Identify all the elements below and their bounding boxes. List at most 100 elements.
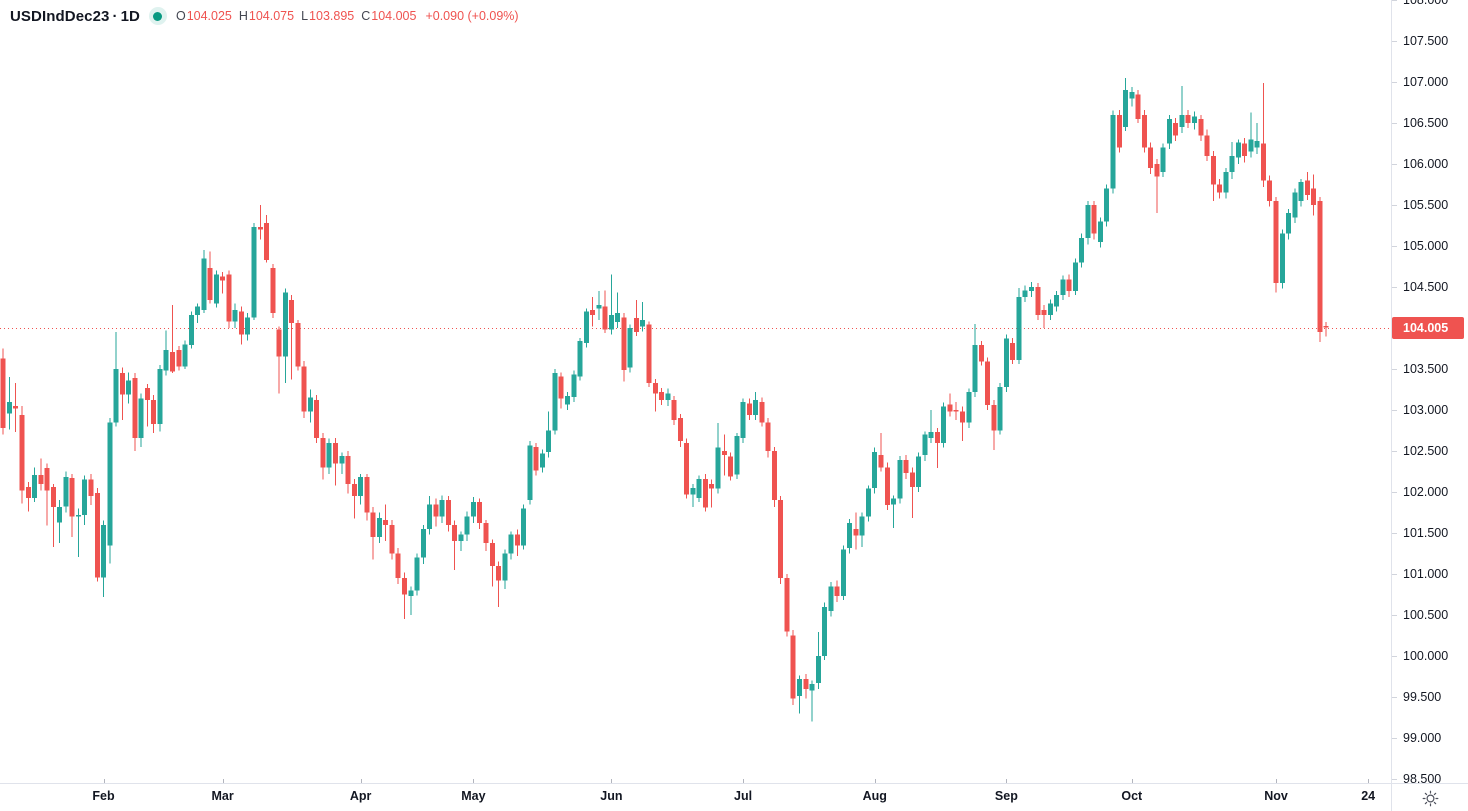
candle bbox=[847, 519, 853, 554]
candle bbox=[151, 395, 157, 433]
high-readout: H 104.075 bbox=[239, 9, 294, 23]
candle bbox=[370, 506, 376, 560]
candle bbox=[565, 392, 570, 410]
time-axis-label: Apr bbox=[349, 789, 372, 803]
candle bbox=[1047, 299, 1053, 320]
candle bbox=[947, 393, 953, 417]
ohlc-readout: O 104.025 H 104.075 L 103.895 C 104.005 +0.0… bbox=[176, 9, 519, 23]
candle bbox=[1035, 282, 1041, 320]
price-axis-label: 106.000 bbox=[1403, 157, 1449, 171]
candle bbox=[126, 372, 132, 404]
candle bbox=[376, 512, 382, 543]
gear-icon bbox=[1422, 790, 1439, 806]
candle bbox=[119, 367, 125, 420]
candle bbox=[508, 531, 514, 560]
candle bbox=[1116, 109, 1122, 153]
price-tick bbox=[1392, 41, 1397, 42]
time-axis[interactable]: Feb Mar Apr May Jun Jul Aug Sep Oct Nov 24 bbox=[0, 783, 1391, 811]
price-axis[interactable]: 104.005 108.000 107.500 107.000 106.500 106.… bbox=[1391, 0, 1468, 811]
candle bbox=[677, 414, 683, 447]
high-label: H bbox=[238, 9, 248, 23]
candle bbox=[734, 433, 740, 479]
chart-pane[interactable] bbox=[0, 0, 1391, 783]
candle bbox=[865, 485, 871, 522]
candle bbox=[1003, 334, 1009, 392]
candle bbox=[320, 433, 326, 480]
candle bbox=[684, 438, 690, 499]
candle bbox=[358, 474, 364, 505]
candle bbox=[521, 504, 527, 550]
price-tick bbox=[1392, 451, 1397, 452]
candle bbox=[1223, 168, 1229, 199]
candle bbox=[778, 496, 784, 584]
candlestick-plot bbox=[0, 77, 1391, 783]
candle bbox=[941, 402, 947, 448]
candle bbox=[408, 586, 414, 615]
candle bbox=[251, 223, 257, 320]
candle bbox=[878, 433, 884, 472]
candle bbox=[182, 340, 188, 369]
time-axis-label: Feb bbox=[92, 789, 115, 803]
candle bbox=[671, 396, 677, 425]
candle bbox=[859, 512, 865, 547]
candle bbox=[715, 423, 721, 494]
candle bbox=[1298, 178, 1304, 207]
candle bbox=[721, 434, 727, 476]
candle bbox=[1173, 118, 1179, 142]
candle bbox=[891, 495, 897, 529]
candle bbox=[1286, 209, 1292, 240]
candle bbox=[953, 401, 959, 420]
candle bbox=[916, 452, 922, 492]
candle bbox=[1267, 175, 1273, 207]
candle bbox=[997, 382, 1003, 435]
candle bbox=[220, 272, 226, 294]
candle bbox=[88, 474, 94, 506]
candle bbox=[25, 482, 31, 512]
price-scale-settings-button[interactable] bbox=[1421, 788, 1441, 808]
candle bbox=[533, 442, 539, 476]
candle bbox=[439, 495, 445, 524]
candle bbox=[571, 370, 577, 402]
low-value: 103.895 bbox=[309, 9, 355, 23]
candle bbox=[389, 519, 395, 560]
candle bbox=[1204, 129, 1210, 161]
candle bbox=[1273, 196, 1279, 293]
candle bbox=[602, 290, 608, 333]
candle bbox=[527, 441, 533, 505]
symbol-title[interactable]: USDIndDec23 · 1D bbox=[10, 8, 140, 25]
candle bbox=[282, 288, 288, 383]
candle bbox=[790, 629, 796, 706]
candle bbox=[1304, 172, 1310, 201]
candle bbox=[1104, 184, 1110, 227]
low-readout: L 103.895 bbox=[301, 9, 354, 23]
candle bbox=[270, 264, 276, 319]
price-tick bbox=[1392, 615, 1397, 616]
candle bbox=[1041, 305, 1047, 328]
time-axis-label: Sep bbox=[994, 789, 1018, 803]
price-tick bbox=[1392, 779, 1397, 780]
candle bbox=[75, 508, 81, 557]
candle bbox=[201, 250, 207, 314]
candle bbox=[1323, 321, 1329, 337]
candle bbox=[1185, 109, 1191, 128]
price-axis-label: 105.000 bbox=[1403, 239, 1449, 253]
candle bbox=[809, 680, 815, 722]
candle bbox=[333, 437, 339, 486]
interval-label: 1D bbox=[120, 7, 140, 25]
candle bbox=[1060, 275, 1066, 301]
candle bbox=[1066, 274, 1072, 297]
time-axis-label: Mar bbox=[211, 789, 234, 803]
candle bbox=[514, 529, 520, 556]
candle bbox=[1022, 285, 1028, 302]
legend: USDIndDec23 · 1D O 104.025 H 104.075 L 103.89… bbox=[10, 7, 519, 25]
candle bbox=[1229, 141, 1235, 179]
candle bbox=[477, 498, 483, 529]
close-label: C bbox=[361, 9, 371, 23]
time-axis-label: Nov bbox=[1264, 789, 1288, 803]
candle bbox=[364, 474, 370, 521]
candle bbox=[546, 411, 552, 458]
price-axis-label: 104.500 bbox=[1403, 280, 1449, 294]
candle bbox=[960, 406, 966, 442]
price-tick bbox=[1392, 697, 1397, 698]
